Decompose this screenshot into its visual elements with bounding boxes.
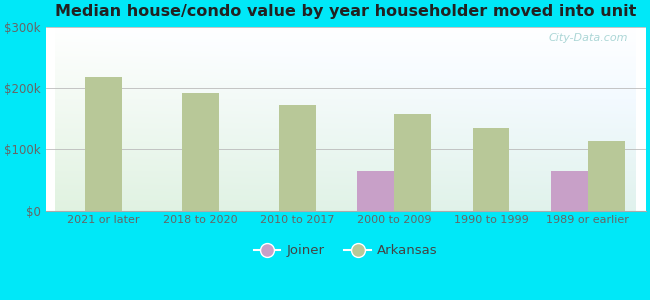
Bar (279, 106, 316, 211)
Title: Median house/condo value by year householder moved into unit: Median house/condo value by year househo… (55, 4, 636, 19)
Bar (551, 171, 588, 211)
Bar (588, 142, 625, 211)
Bar (473, 128, 510, 211)
Text: City-Data.com: City-Data.com (549, 33, 628, 43)
Bar (394, 114, 431, 211)
Bar (85, 77, 122, 211)
Legend: Joiner, Arkansas: Joiner, Arkansas (248, 239, 443, 262)
Bar (358, 171, 394, 211)
Bar (182, 93, 219, 211)
